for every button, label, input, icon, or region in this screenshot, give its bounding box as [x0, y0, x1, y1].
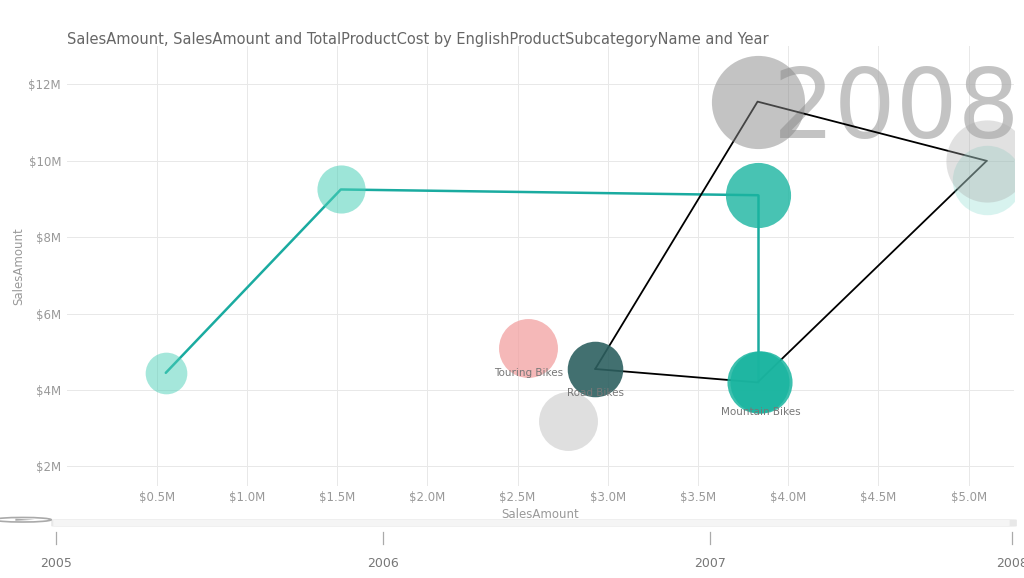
Text: 2005: 2005	[40, 557, 73, 570]
Text: 2008: 2008	[773, 65, 1020, 158]
Text: Road Bikes: Road Bikes	[566, 388, 624, 398]
Point	[750, 378, 766, 387]
Point	[520, 343, 537, 353]
Point	[560, 416, 577, 425]
Text: 2008: 2008	[995, 557, 1024, 570]
FancyBboxPatch shape	[53, 520, 1010, 526]
Point	[333, 185, 349, 194]
Text: 2007: 2007	[693, 557, 726, 570]
Text: 2006: 2006	[367, 557, 399, 570]
Polygon shape	[15, 518, 35, 521]
Text: SalesAmount, SalesAmount and TotalProductCost by EnglishProductSubcategoryName a: SalesAmount, SalesAmount and TotalProduc…	[67, 32, 768, 47]
Point	[750, 97, 766, 106]
FancyBboxPatch shape	[51, 519, 1017, 527]
Point	[587, 364, 603, 373]
Point	[979, 175, 995, 184]
Point	[158, 368, 174, 377]
Text: Mountain Bikes: Mountain Bikes	[721, 407, 801, 417]
X-axis label: SalesAmount: SalesAmount	[502, 508, 579, 521]
Y-axis label: SalesAmount: SalesAmount	[12, 227, 26, 305]
Point	[979, 156, 995, 165]
Point	[753, 378, 769, 387]
Text: Touring Bikes: Touring Bikes	[494, 368, 563, 378]
Point	[750, 191, 766, 200]
